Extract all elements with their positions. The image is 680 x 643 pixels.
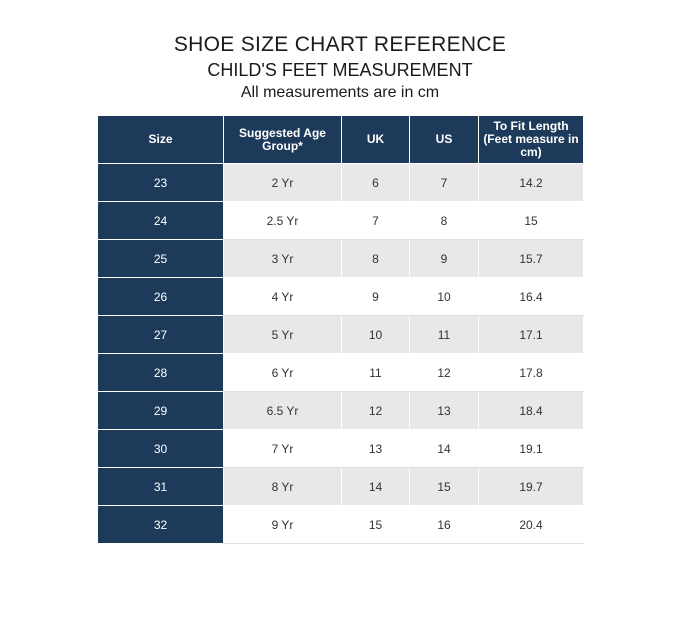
cell-age-group: 5 Yr <box>223 315 342 354</box>
table-row: 30 7 Yr 13 14 19.1 <box>97 429 584 468</box>
cell-age-group: 2 Yr <box>223 163 342 202</box>
cell-fit-length: 18.4 <box>478 391 584 430</box>
cell-uk: 11 <box>341 353 410 392</box>
cell-uk: 14 <box>341 467 410 506</box>
table-row: 31 8 Yr 14 15 19.7 <box>97 467 584 506</box>
cell-size: 27 <box>97 315 224 354</box>
table-row: 32 9 Yr 15 16 20.4 <box>97 505 584 544</box>
table-row: 26 4 Yr 9 10 16.4 <box>97 277 584 316</box>
cell-uk: 10 <box>341 315 410 354</box>
cell-fit-length: 17.1 <box>478 315 584 354</box>
cell-fit-length: 17.8 <box>478 353 584 392</box>
cell-size: 23 <box>97 163 224 202</box>
cell-age-group: 4 Yr <box>223 277 342 316</box>
cell-uk: 15 <box>341 505 410 544</box>
cell-uk: 9 <box>341 277 410 316</box>
table-row: 25 3 Yr 8 9 15.7 <box>97 239 584 278</box>
table-row: 28 6 Yr 11 12 17.8 <box>97 353 584 392</box>
cell-us: 12 <box>409 353 479 392</box>
cell-age-group: 3 Yr <box>223 239 342 278</box>
header-uk: UK <box>341 115 410 164</box>
cell-fit-length: 19.7 <box>478 467 584 506</box>
cell-size: 29 <box>97 391 224 430</box>
cell-size: 26 <box>97 277 224 316</box>
cell-size: 28 <box>97 353 224 392</box>
cell-size: 24 <box>97 201 224 240</box>
table-row: 29 6.5 Yr 12 13 18.4 <box>97 391 584 430</box>
cell-fit-length: 15.7 <box>478 239 584 278</box>
cell-size: 30 <box>97 429 224 468</box>
title-block: SHOE SIZE CHART REFERENCE CHILD'S FEET M… <box>0 32 680 104</box>
cell-us: 16 <box>409 505 479 544</box>
cell-us: 9 <box>409 239 479 278</box>
size-chart-table: Size Suggested Age Group* UK US To Fit L… <box>97 115 584 544</box>
cell-uk: 7 <box>341 201 410 240</box>
header-age-group: Suggested Age Group* <box>223 115 342 164</box>
cell-uk: 12 <box>341 391 410 430</box>
page-subtitle: CHILD'S FEET MEASUREMENT <box>207 60 473 80</box>
header-fit-length: To Fit Length (Feet measure in cm) <box>478 115 584 164</box>
header-us: US <box>409 115 479 164</box>
table-row: 23 2 Yr 6 7 14.2 <box>97 163 584 202</box>
cell-age-group: 8 Yr <box>223 467 342 506</box>
cell-us: 11 <box>409 315 479 354</box>
cell-fit-length: 16.4 <box>478 277 584 316</box>
cell-size: 31 <box>97 467 224 506</box>
cell-age-group: 9 Yr <box>223 505 342 544</box>
cell-us: 7 <box>409 163 479 202</box>
cell-age-group: 6.5 Yr <box>223 391 342 430</box>
page-title: SHOE SIZE CHART REFERENCE <box>173 33 507 56</box>
cell-us: 13 <box>409 391 479 430</box>
cell-fit-length: 20.4 <box>478 505 584 544</box>
header-size: Size <box>97 115 224 164</box>
header-row: Size Suggested Age Group* UK US To Fit L… <box>97 115 584 164</box>
table-row: 27 5 Yr 10 11 17.1 <box>97 315 584 354</box>
cell-uk: 6 <box>341 163 410 202</box>
cell-age-group: 2.5 Yr <box>223 201 342 240</box>
cell-us: 14 <box>409 429 479 468</box>
cell-us: 15 <box>409 467 479 506</box>
cell-uk: 13 <box>341 429 410 468</box>
cell-size: 25 <box>97 239 224 278</box>
cell-uk: 8 <box>341 239 410 278</box>
cell-age-group: 6 Yr <box>223 353 342 392</box>
cell-us: 8 <box>409 201 479 240</box>
cell-age-group: 7 Yr <box>223 429 342 468</box>
units-note: All measurements are in cm <box>240 84 440 101</box>
table-row: 24 2.5 Yr 7 8 15 <box>97 201 584 240</box>
cell-fit-length: 19.1 <box>478 429 584 468</box>
cell-size: 32 <box>97 505 224 544</box>
cell-us: 10 <box>409 277 479 316</box>
cell-fit-length: 14.2 <box>478 163 584 202</box>
cell-fit-length: 15 <box>478 201 584 240</box>
